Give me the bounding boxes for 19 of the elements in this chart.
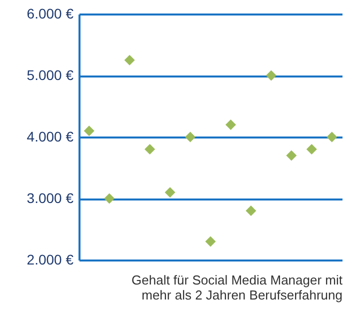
point	[306, 144, 317, 155]
point	[104, 193, 115, 204]
y-tick-label: 5.000 €	[26, 67, 74, 83]
y-tick-label: 6.000 €	[26, 6, 74, 22]
point	[124, 54, 135, 66]
point	[286, 150, 297, 161]
y-tick-label: 2.000 €	[26, 252, 74, 268]
point	[164, 187, 176, 198]
point	[144, 144, 156, 155]
y-tick-label: 3.000 €	[26, 190, 74, 206]
x-axis-title: Gehalt für Social Media Manager mit mehr als 2 Jahren Berufserfahrung	[132, 272, 343, 302]
point	[326, 132, 338, 142]
point	[185, 132, 196, 142]
point	[266, 70, 276, 81]
y-tick-label: 4.000 €	[26, 128, 74, 144]
point	[205, 236, 216, 247]
point	[225, 119, 236, 130]
point	[246, 206, 256, 216]
point	[84, 126, 94, 136]
